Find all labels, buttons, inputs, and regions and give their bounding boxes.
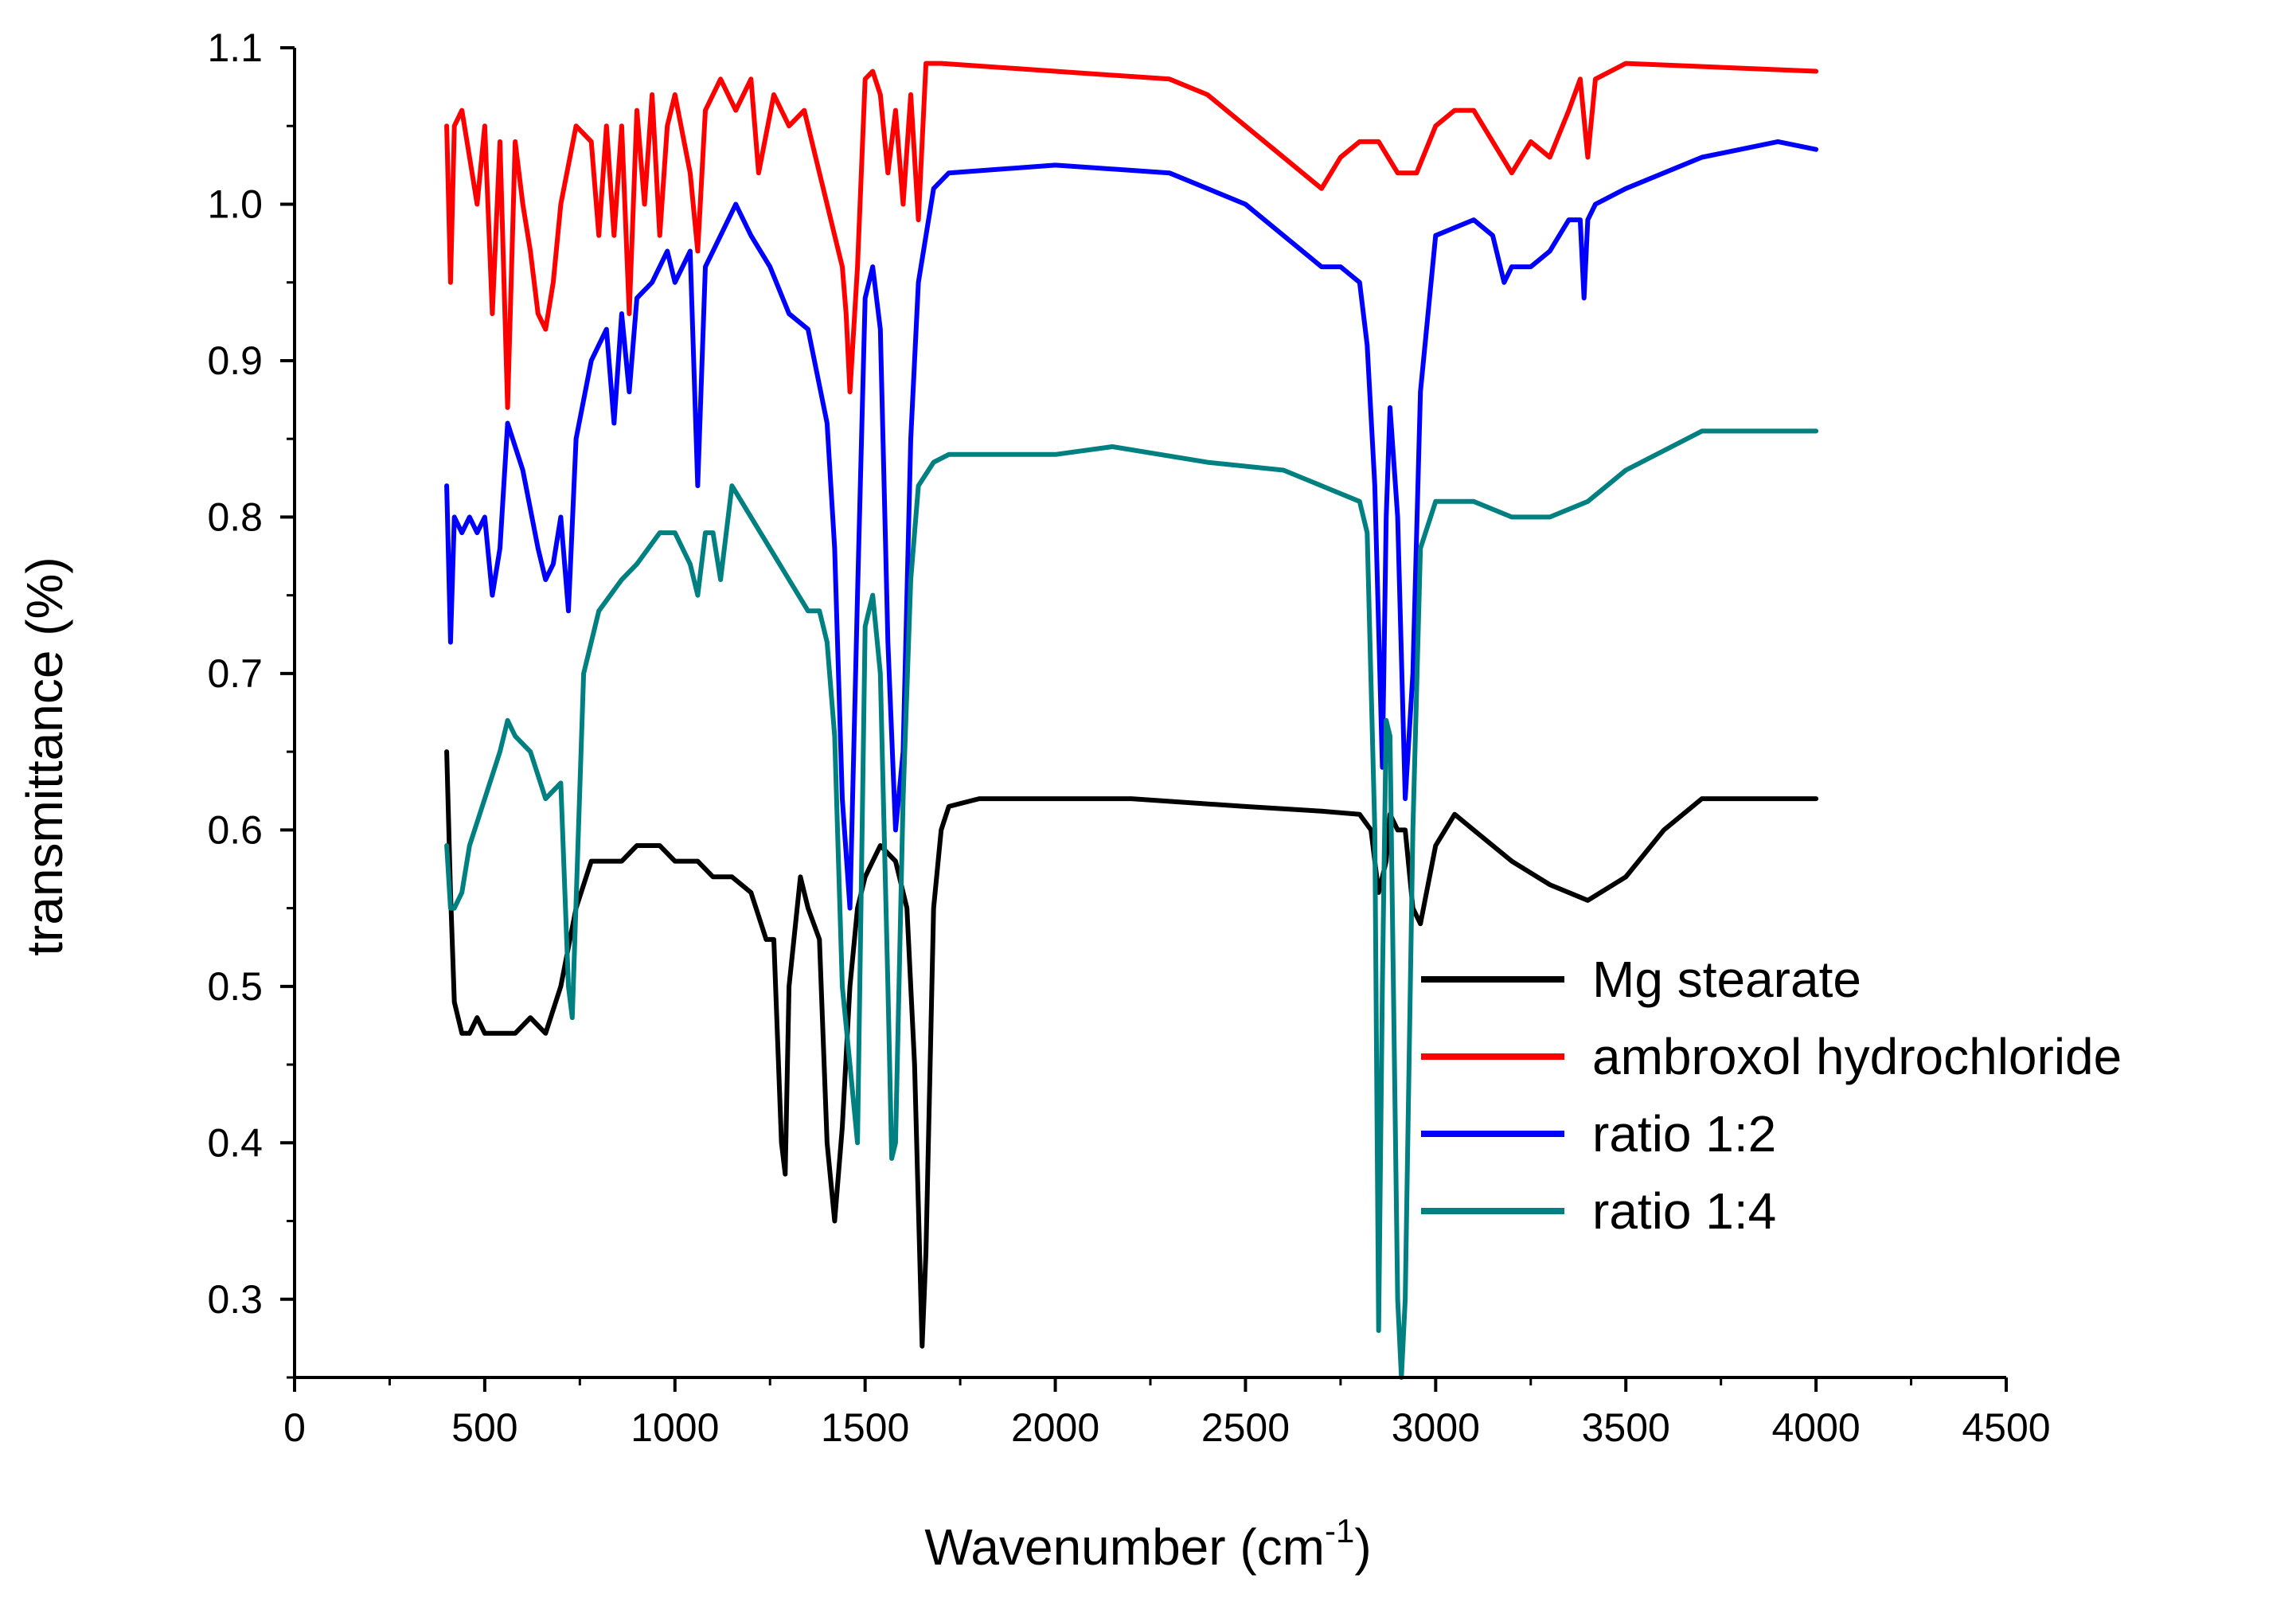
x-axis-title-text: Wavenumber (cm — [924, 1518, 1325, 1576]
legend-label-4: ratio 1:4 — [1592, 1182, 1776, 1240]
legend-label-3: ratio 1:2 — [1592, 1105, 1776, 1162]
y-tick-label: 0.3 — [207, 1277, 263, 1322]
series-line-3 — [444, 139, 1819, 911]
series-layer — [444, 61, 1819, 1380]
x-axis-title-close: ) — [1354, 1518, 1371, 1576]
x-axis-title-superscript: -1 — [1325, 1512, 1354, 1549]
legend-label-2: ambroxol hydrochloride — [1592, 1028, 2122, 1085]
x-tick-label: 2000 — [1011, 1405, 1099, 1450]
y-tick-label: 1.1 — [207, 25, 263, 70]
x-axis-title: Wavenumber (cm-1) — [924, 1512, 1371, 1576]
y-axis-title: transmittance (%) — [16, 557, 73, 955]
legend-label-1: Mg stearate — [1592, 951, 1861, 1008]
x-tick-label: 1000 — [631, 1405, 719, 1450]
x-tick-label: 3500 — [1582, 1405, 1670, 1450]
y-tick-label: 0.9 — [207, 338, 263, 383]
axes — [280, 46, 2008, 1392]
x-tick-label: 500 — [451, 1405, 517, 1450]
y-tick-label: 0.5 — [207, 964, 263, 1009]
y-tick-label: 0.7 — [207, 651, 263, 696]
x-tick-label: 4500 — [1962, 1405, 2050, 1450]
legend: Mg stearate ambroxol hydrochloride ratio 1… — [1421, 951, 2122, 1240]
y-tick-label: 0.6 — [207, 807, 263, 852]
x-tick-label: 4000 — [1771, 1405, 1860, 1450]
x-tick-label: 1500 — [821, 1405, 909, 1450]
y-tick-label: 1.0 — [207, 182, 263, 226]
x-tick-label: 0 — [283, 1405, 306, 1450]
y-tick-label: 0.4 — [207, 1120, 263, 1165]
x-tick-label: 2500 — [1201, 1405, 1290, 1450]
y-tick-label: 0.8 — [207, 494, 263, 539]
tick-labels: 0 500 1000 1500 2000 2500 3000 3500 4000 4500 0.3 0… — [207, 25, 2050, 1450]
series-line-2 — [444, 61, 1819, 410]
x-tick-label: 3000 — [1392, 1405, 1480, 1450]
